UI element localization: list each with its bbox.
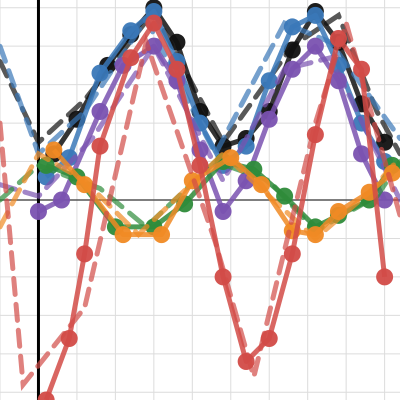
series-5 bbox=[0, 14, 400, 400]
data-point bbox=[214, 268, 232, 286]
series-fit-line bbox=[0, 150, 400, 242]
data-point bbox=[283, 60, 301, 78]
data-point bbox=[253, 176, 271, 194]
data-point bbox=[329, 29, 347, 47]
data-point bbox=[237, 353, 255, 371]
data-point bbox=[45, 141, 63, 159]
data-point bbox=[306, 126, 324, 144]
data-point bbox=[168, 60, 186, 78]
data-point bbox=[60, 329, 78, 347]
data-point bbox=[376, 268, 394, 286]
data-point bbox=[353, 145, 371, 163]
data-point bbox=[91, 137, 109, 155]
data-point bbox=[91, 103, 109, 121]
data-point bbox=[283, 245, 301, 263]
data-point bbox=[37, 156, 55, 174]
data-point bbox=[153, 226, 171, 244]
data-point bbox=[376, 191, 394, 209]
data-point bbox=[145, 14, 163, 32]
data-point bbox=[76, 245, 94, 263]
data-point bbox=[260, 329, 278, 347]
data-point bbox=[306, 226, 324, 244]
data-point bbox=[122, 49, 140, 67]
data-point bbox=[329, 203, 347, 221]
data-point bbox=[76, 176, 94, 194]
data-point bbox=[214, 203, 232, 221]
data-point bbox=[53, 191, 71, 209]
data-point bbox=[283, 41, 301, 59]
series-line bbox=[43, 20, 388, 400]
data-point bbox=[283, 18, 301, 36]
data-point bbox=[306, 6, 324, 24]
data-point bbox=[37, 391, 55, 400]
data-point bbox=[353, 60, 371, 78]
data-point bbox=[260, 72, 278, 90]
data-point bbox=[91, 64, 109, 82]
data-point bbox=[306, 37, 324, 55]
data-point bbox=[329, 72, 347, 90]
data-point bbox=[122, 22, 140, 40]
data-point bbox=[276, 187, 294, 205]
data-point bbox=[114, 226, 132, 244]
data-point bbox=[191, 156, 209, 174]
data-point bbox=[222, 149, 240, 167]
data-point bbox=[260, 110, 278, 128]
data-point bbox=[29, 203, 47, 221]
series-4 bbox=[0, 141, 400, 244]
